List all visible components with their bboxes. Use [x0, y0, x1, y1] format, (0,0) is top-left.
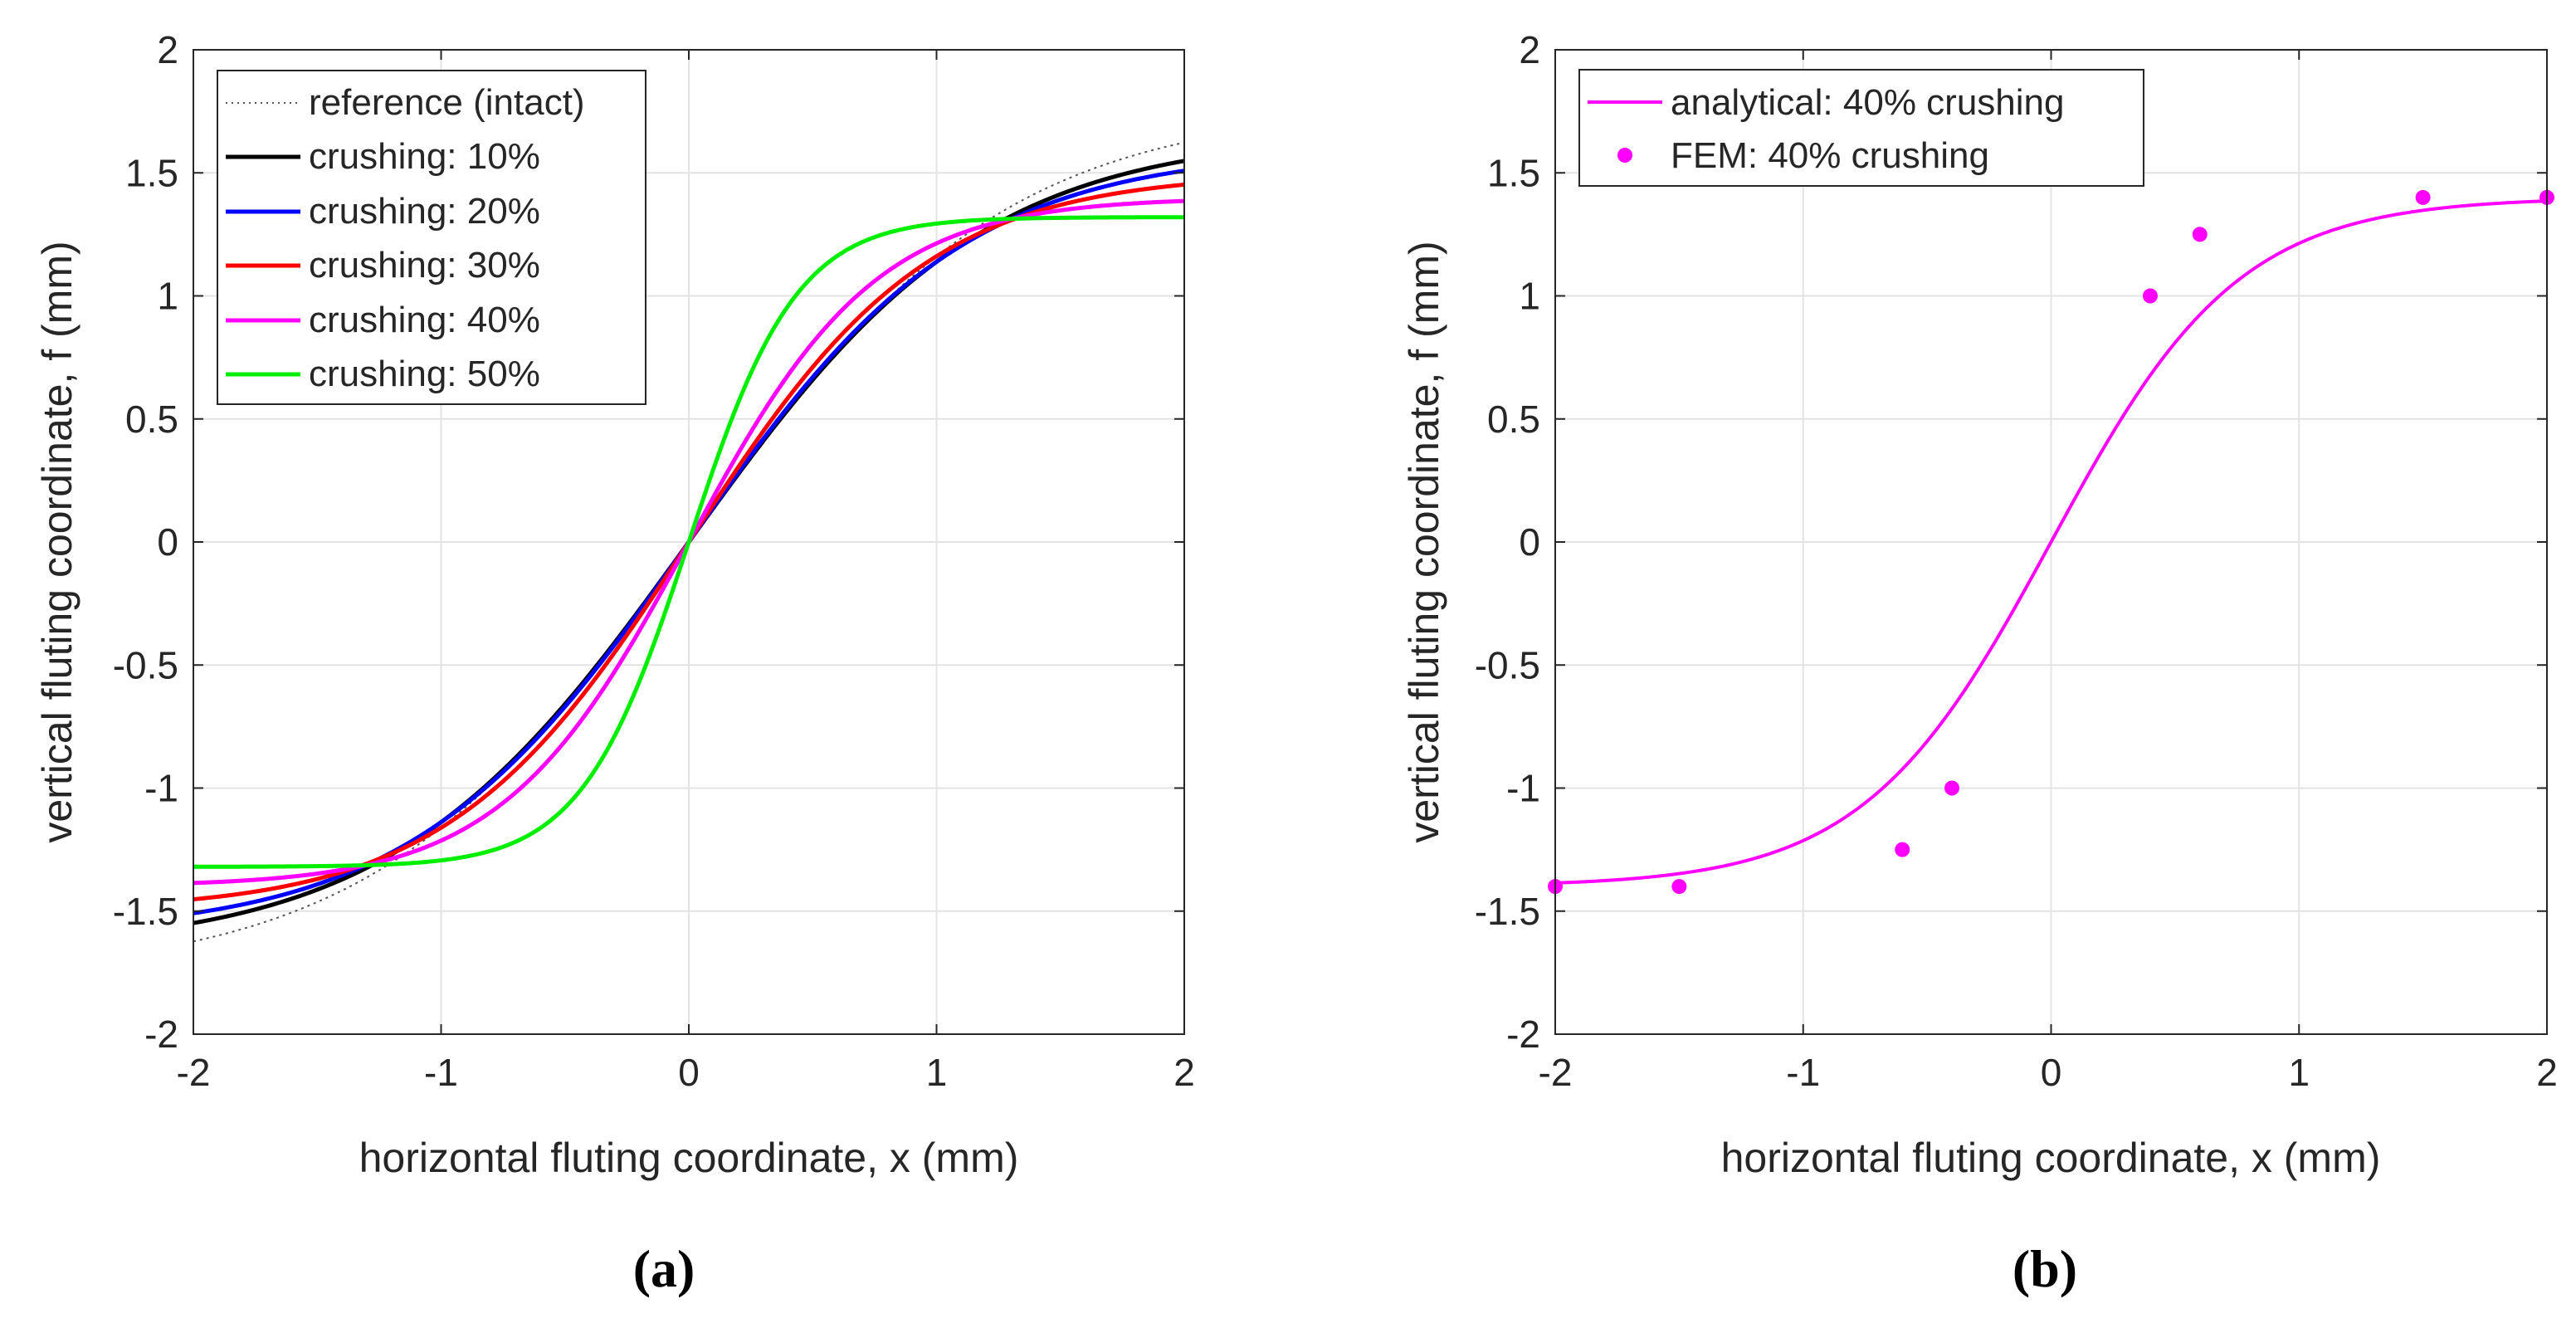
x-tick-label: -1 — [424, 1051, 458, 1094]
series-lines-a — [193, 141, 1185, 943]
panel-label-b: (b) — [2013, 1239, 2077, 1298]
legend-label-reference: reference (intact) — [309, 82, 585, 123]
series-line-crushing-50 — [193, 215, 1184, 869]
y-tick-label: -0.5 — [113, 643, 178, 686]
ticks-b: -2 -1 0 1 2 -2 -1.5 -1 -0.5 0 0.5 1 1.5 2 — [1475, 28, 2558, 1094]
chart-panel-a: -2 -1 0 1 2 -2 -1.5 -1 -0.5 0 0.5 1 1.5 2 reference (… — [34, 28, 1195, 1298]
x-tick-label: 2 — [2536, 1051, 2558, 1094]
fem-point — [1671, 879, 1687, 895]
series-lines-b — [1554, 199, 2548, 885]
y-tick-label: 1.5 — [1487, 151, 1540, 194]
x-tick-label: 1 — [926, 1051, 948, 1094]
y-tick-label: 0.5 — [1487, 398, 1540, 441]
y-tick-label: 1 — [157, 275, 178, 318]
legend-item-crushing-40: crushing: 40% — [226, 300, 540, 340]
x-tick-label: -2 — [177, 1051, 211, 1094]
y-tick-label: 2 — [157, 28, 178, 71]
fem-point — [1944, 780, 1959, 796]
ticks-a: -2 -1 0 1 2 -2 -1.5 -1 -0.5 0 0.5 1 1.5 2 — [113, 28, 1195, 1094]
legend-box-b — [1578, 69, 2144, 187]
legend-a: reference (intact) crushing: 10% crushin… — [217, 70, 646, 405]
legend-item-crushing-20: crushing: 20% — [226, 191, 540, 232]
legend-item-crushing-10: crushing: 10% — [226, 136, 540, 177]
series-line-analytical-40-crushing — [1554, 199, 2548, 885]
y-tick-label: -0.5 — [1475, 643, 1540, 686]
legend-item-reference: reference (intact) — [226, 82, 585, 123]
y-tick-label: 1.5 — [125, 151, 178, 194]
y-tick-label: 1 — [1519, 275, 1540, 318]
legend-item-fem: FEM: 40% crushing — [1617, 135, 1989, 176]
legend-label-crushing-50: crushing: 50% — [309, 354, 540, 394]
panel-label-a: (a) — [633, 1239, 695, 1298]
y-tick-label: -2 — [144, 1013, 178, 1056]
x-tick-label: -2 — [1539, 1051, 1573, 1094]
y-tick-label: 0.5 — [125, 398, 178, 441]
legend-box-a — [217, 70, 646, 405]
x-tick-label: 1 — [2288, 1051, 2310, 1094]
fem-point — [2192, 227, 2208, 242]
chart-panel-b: -2 -1 0 1 2 -2 -1.5 -1 -0.5 0 0.5 1 1.5 2 analytical:… — [1401, 28, 2558, 1298]
y-tick-label: -1 — [1506, 767, 1540, 810]
y-tick-label: -1.5 — [113, 890, 178, 933]
fem-points-b — [1548, 189, 2554, 895]
legend-label-analytical: analytical: 40% crushing — [1671, 82, 2064, 123]
fem-point — [2415, 189, 2431, 205]
x-tick-label: -1 — [1786, 1051, 1820, 1094]
x-tick-label: 0 — [678, 1051, 700, 1094]
y-tick-label: 0 — [1519, 520, 1540, 564]
legend-item-analytical: analytical: 40% crushing — [1588, 82, 2064, 123]
fem-point — [1895, 842, 1910, 857]
y-tick-label: 2 — [1519, 28, 1540, 71]
legend-label-crushing-30: crushing: 30% — [309, 245, 540, 286]
legend-label-fem: FEM: 40% crushing — [1671, 135, 1989, 176]
fem-point — [2143, 288, 2158, 304]
legend-item-crushing-30: crushing: 30% — [226, 245, 540, 286]
x-axis-label-a: horizontal fluting coordinate, x (mm) — [359, 1135, 1019, 1181]
y-axis-label-a: vertical fluting coordinate, f (mm) — [34, 241, 80, 842]
x-axis-label-b: horizontal fluting coordinate, x (mm) — [1721, 1135, 2381, 1181]
x-tick-label: 0 — [2041, 1051, 2062, 1094]
legend-swatch-fem — [1617, 148, 1632, 163]
x-tick-label: 2 — [1173, 1051, 1195, 1094]
y-tick-label: -1.5 — [1475, 890, 1540, 933]
y-tick-label: -2 — [1506, 1013, 1540, 1056]
legend-label-crushing-20: crushing: 20% — [309, 191, 540, 232]
legend-item-crushing-50: crushing: 50% — [226, 354, 540, 394]
y-axis-label-b: vertical fluting coordinate, f (mm) — [1401, 241, 1447, 842]
y-tick-label: -1 — [144, 767, 178, 810]
y-tick-label: 0 — [157, 520, 178, 564]
legend-b: analytical: 40% crushing FEM: 40% crushi… — [1578, 69, 2144, 187]
legend-label-crushing-10: crushing: 10% — [309, 136, 540, 177]
legend-label-crushing-40: crushing: 40% — [309, 300, 540, 340]
